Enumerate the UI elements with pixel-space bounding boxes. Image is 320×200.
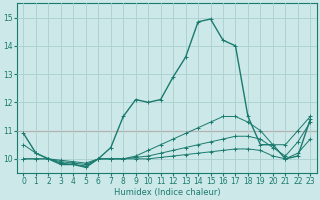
X-axis label: Humidex (Indice chaleur): Humidex (Indice chaleur)	[114, 188, 220, 197]
